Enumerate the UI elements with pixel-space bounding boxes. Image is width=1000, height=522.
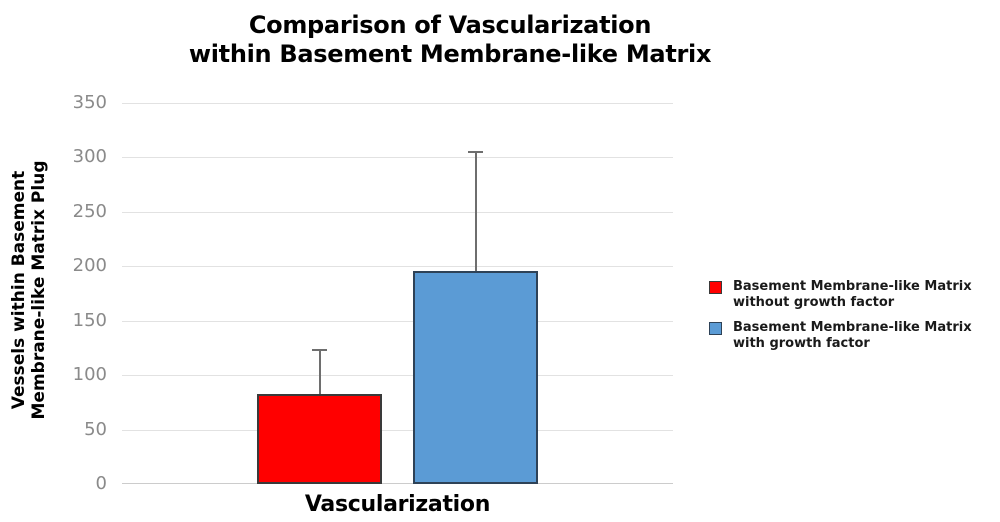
- legend-label-line2: with growth factor: [733, 336, 870, 351]
- y-tick-label: 0: [95, 473, 107, 494]
- y-tick-label: 150: [72, 309, 107, 331]
- x-axis-title: Vascularization: [304, 492, 491, 517]
- gridline: [122, 103, 673, 104]
- chart-title: Comparison of Vascularization within Bas…: [0, 11, 900, 69]
- legend-label-line1: Basement Membrane-like Matrix: [733, 279, 972, 294]
- gridline: [122, 266, 673, 268]
- error-bar-cap: [312, 349, 327, 352]
- gridline: [122, 157, 673, 159]
- legend-label: Basement Membrane-like Matrix without gr…: [733, 279, 972, 311]
- legend-swatch-red: [709, 281, 722, 294]
- y-tick-label: 100: [72, 364, 107, 386]
- plot-area: [122, 103, 673, 484]
- legend-label-line2: without growth factor: [733, 295, 895, 310]
- gridline: [122, 320, 673, 322]
- legend-swatch-blue: [709, 322, 722, 335]
- legend-label-line1: Basement Membrane-like Matrix: [733, 320, 972, 335]
- y-tick-label: 50: [84, 418, 107, 440]
- chart-title-line1: Comparison of Vascularization: [248, 11, 652, 39]
- legend-entry-without-growth-factor: Basement Membrane-like Matrix without gr…: [709, 279, 994, 311]
- gridline: [122, 375, 673, 377]
- legend: Basement Membrane-like Matrix without gr…: [709, 279, 994, 361]
- y-tick-label: 300: [72, 146, 107, 168]
- bar-series-with-growth-factor: [413, 271, 538, 484]
- y-axis-title-line1: Vessels within Basement: [9, 170, 29, 410]
- y-tick-label: 250: [72, 200, 107, 222]
- y-tick-label: 200: [72, 255, 107, 277]
- legend-entry-with-growth-factor: Basement Membrane-like Matrix with growt…: [709, 320, 994, 352]
- gridline: [122, 211, 673, 213]
- bar-series-without-growth-factor: [257, 394, 382, 484]
- x-axis-line: [122, 483, 673, 484]
- gridline: [122, 429, 673, 431]
- error-bar-cap: [468, 150, 483, 153]
- error-bar: [318, 349, 321, 394]
- legend-label: Basement Membrane-like Matrix with growt…: [733, 320, 972, 352]
- error-bar: [474, 150, 477, 271]
- y-tick-label: 350: [72, 92, 107, 113]
- chart-title-line2: within Basement Membrane-like Matrix: [188, 40, 712, 68]
